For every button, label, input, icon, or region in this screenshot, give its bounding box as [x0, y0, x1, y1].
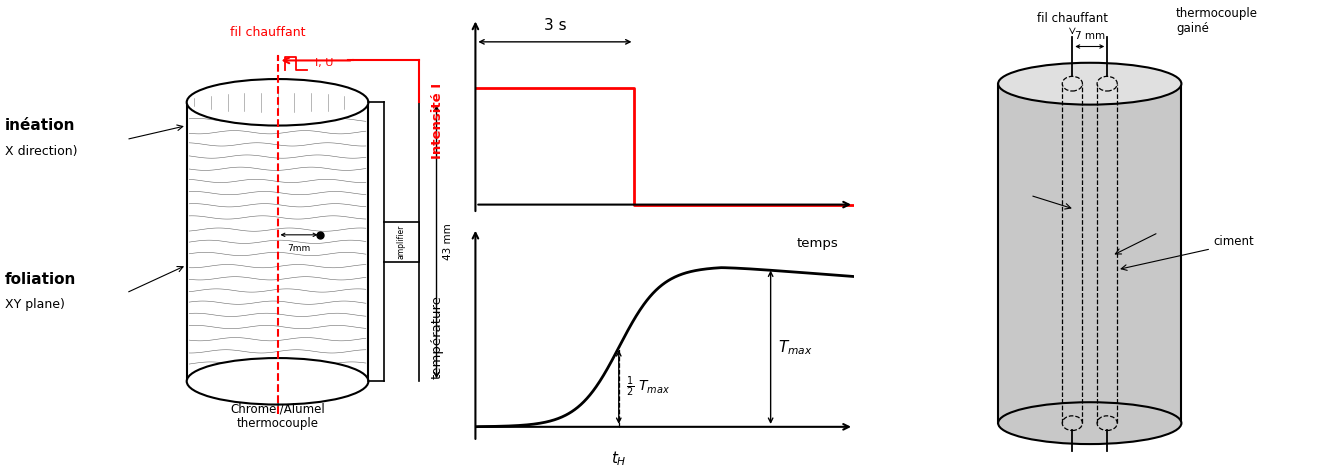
- Text: foliation: foliation: [5, 272, 77, 286]
- Text: X direction): X direction): [5, 145, 77, 158]
- Text: fil chauffant: fil chauffant: [1037, 12, 1108, 25]
- Text: 7 mm: 7 mm: [1074, 31, 1105, 41]
- Text: $t_H$: $t_H$: [611, 449, 627, 465]
- Ellipse shape: [999, 402, 1182, 444]
- Text: 43 mm: 43 mm: [442, 223, 453, 260]
- Text: inéation: inéation: [5, 118, 76, 133]
- Bar: [384, 222, 418, 261]
- Text: amplifier: amplifier: [397, 225, 405, 259]
- Text: $\frac{1}{2}\ T_{max}$: $\frac{1}{2}\ T_{max}$: [627, 375, 671, 399]
- Ellipse shape: [187, 79, 368, 126]
- Text: XY plane): XY plane): [5, 298, 65, 311]
- Ellipse shape: [187, 358, 368, 405]
- Text: Intensité I: Intensité I: [432, 83, 444, 159]
- Polygon shape: [999, 84, 1182, 423]
- Text: 3 s: 3 s: [543, 18, 566, 33]
- Polygon shape: [187, 102, 368, 381]
- Text: thermocouple
gainé: thermocouple gainé: [1175, 7, 1258, 35]
- Text: ciment: ciment: [1214, 235, 1254, 248]
- Text: I, U: I, U: [315, 58, 333, 68]
- Text: Chromel/Alumel
thermocouple: Chromel/Alumel thermocouple: [230, 402, 325, 430]
- Text: température: température: [432, 295, 444, 379]
- Text: temps: temps: [797, 237, 839, 250]
- Text: 7mm: 7mm: [287, 244, 311, 253]
- Text: $T_{max}$: $T_{max}$: [778, 338, 813, 357]
- Text: fil chauffant: fil chauffant: [230, 26, 305, 39]
- Ellipse shape: [999, 63, 1182, 105]
